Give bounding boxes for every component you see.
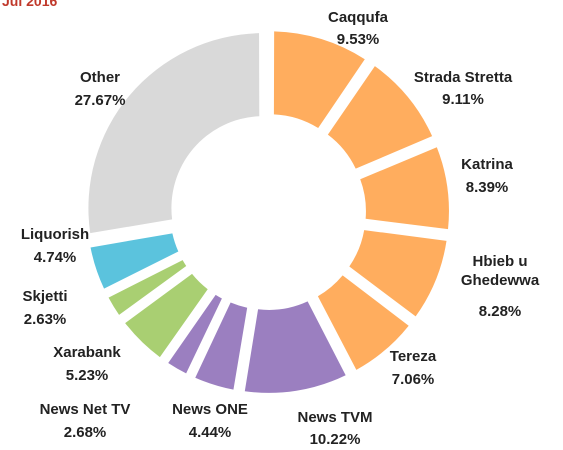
segment-value: 8.28% (478, 303, 522, 320)
donut-segment (108, 260, 187, 315)
segment-value: 27.67% (74, 92, 126, 109)
donut-segment (125, 273, 208, 358)
segment-value: 2.68% (63, 424, 107, 441)
segment-value: 4.74% (33, 249, 77, 266)
segment-name: News ONE (172, 401, 248, 418)
donut-segment (360, 147, 449, 230)
segment-name: News Net TV (39, 401, 131, 418)
donut-segment (327, 66, 433, 169)
segment-name: Caqqufa (328, 9, 388, 26)
segment-name: Other (79, 69, 121, 86)
segment-value: 5.23% (65, 367, 109, 384)
segment-name: Strada Stretta (413, 69, 513, 86)
segment-name: Liquorish (20, 226, 90, 243)
donut-segment (168, 294, 222, 374)
donut-segment (88, 33, 260, 234)
donut-segment (273, 31, 365, 129)
segment-value: 9.53% (336, 31, 380, 48)
segment-name: Skjetti (22, 288, 68, 305)
segment-name: News TVM (297, 409, 373, 426)
segment-value: 7.06% (391, 371, 435, 388)
segment-value: 4.44% (188, 424, 232, 441)
donut-segment (195, 302, 248, 390)
segment-value: 9.11% (442, 91, 484, 108)
segment-name: Hbieb u Ghedewwa (460, 253, 540, 289)
segment-name: Tereza (389, 348, 437, 365)
segment-name: Katrina (461, 156, 513, 173)
segment-value: 2.63% (23, 311, 67, 328)
segment-name: Xarabank (53, 344, 121, 361)
donut-segment (349, 230, 447, 317)
segment-value: 10.22% (309, 431, 361, 448)
donut-segment (317, 275, 409, 370)
donut-segment (90, 233, 179, 289)
donut-segment (244, 301, 346, 393)
segment-value: 8.39% (465, 179, 509, 196)
chart-title: Jul 2016 (2, 0, 58, 9)
